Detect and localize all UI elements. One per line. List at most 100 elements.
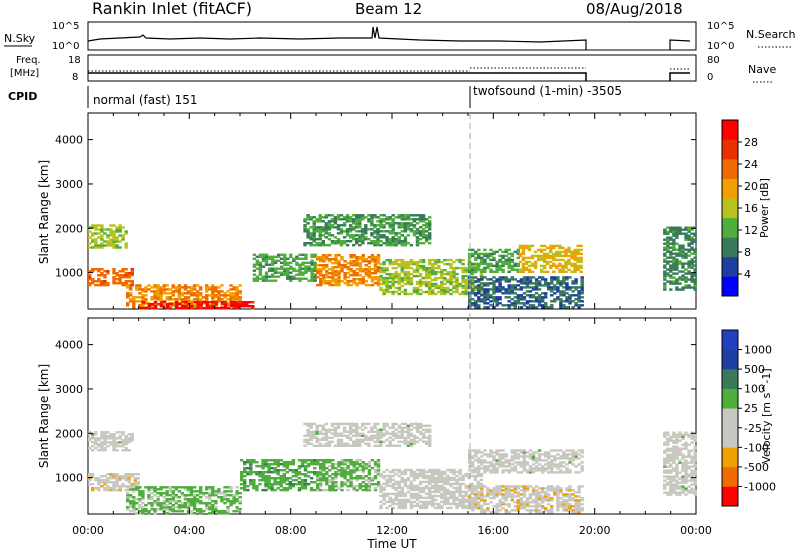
echo-cell — [328, 282, 332, 285]
echo-cell — [440, 474, 444, 478]
echo-cell — [424, 268, 429, 272]
echo-cell — [690, 272, 694, 275]
echo-cell — [336, 228, 341, 231]
echo-cell — [147, 510, 151, 513]
echo-cell — [406, 222, 411, 225]
echo-cell — [97, 280, 101, 283]
echo-cell — [159, 305, 164, 308]
echo-cell — [516, 495, 520, 498]
echo-cell — [355, 426, 359, 429]
echo-cell — [474, 270, 478, 273]
echo-cell — [684, 232, 688, 235]
echo-cell — [579, 264, 583, 268]
echo-cell — [303, 473, 308, 476]
echo-cell — [115, 431, 119, 434]
echo-cell — [559, 449, 563, 452]
echo-cell — [437, 270, 441, 274]
echo-cell — [121, 433, 125, 436]
echo-cell — [343, 463, 347, 466]
echo-cell — [403, 426, 408, 429]
echo-cell — [174, 496, 178, 499]
echo-cell — [178, 303, 182, 306]
echo-cell — [331, 477, 335, 480]
echo-cell — [223, 296, 227, 299]
echo-cell — [400, 500, 404, 504]
echo-cell — [223, 307, 228, 310]
echo-cell — [400, 490, 404, 494]
echo-cell — [522, 465, 527, 468]
echo-cell — [461, 496, 465, 500]
echo-cell — [470, 482, 474, 486]
echo-cell — [370, 220, 374, 223]
echo-cell — [352, 465, 356, 468]
echo-cell — [382, 276, 386, 280]
echo-cell — [528, 501, 533, 504]
echo-cell — [507, 493, 511, 496]
echo-cell — [663, 264, 667, 267]
echo-cell — [321, 220, 325, 223]
echo-cell — [440, 472, 444, 476]
echo-cell — [562, 465, 566, 468]
echo-cell — [135, 286, 139, 289]
echo-cell — [126, 506, 130, 509]
echo-cell — [516, 493, 520, 496]
echo-cell — [406, 272, 411, 276]
echo-cell — [531, 493, 536, 496]
echo-cell — [412, 496, 417, 500]
echo-cell — [97, 488, 101, 492]
echo-cell — [379, 230, 383, 233]
echo-cell — [470, 474, 474, 478]
echo-cell — [282, 487, 286, 490]
echo-cell — [553, 276, 557, 279]
echo-cell — [684, 252, 688, 255]
echo-cell — [109, 240, 113, 243]
echo-cell — [412, 472, 417, 476]
echo-cell — [480, 467, 484, 470]
echo-cell — [467, 504, 471, 508]
echo-cell — [477, 248, 481, 252]
echo-cell — [186, 296, 191, 299]
echo-cell — [127, 479, 131, 482]
echo-cell — [334, 467, 338, 470]
echo-cell — [669, 230, 673, 233]
echo-cell — [495, 453, 499, 456]
echo-cell — [346, 272, 350, 275]
echo-cell — [528, 465, 533, 468]
echo-cell — [130, 433, 134, 436]
echo-cell — [349, 485, 353, 488]
echo-cell — [294, 473, 299, 476]
echo-cell — [322, 488, 326, 492]
echo-cell — [492, 465, 496, 468]
echo-cell — [452, 490, 456, 494]
echo-cell — [324, 444, 328, 447]
echo-cell — [130, 437, 134, 440]
echo-cell — [106, 473, 110, 476]
echo-cell — [409, 500, 414, 504]
echo-cell — [346, 282, 350, 285]
echo-cell — [202, 307, 206, 310]
echo-cell — [309, 218, 313, 221]
echo-cell — [437, 490, 441, 494]
echo-cell — [492, 511, 496, 514]
echo-cell — [307, 267, 311, 270]
echo-cell — [550, 286, 554, 289]
echo-cell — [258, 255, 263, 258]
echo-cell — [565, 292, 569, 295]
echo-cell — [565, 471, 569, 474]
echo-cell — [458, 282, 462, 286]
echo-cell — [415, 440, 420, 443]
echo-cell — [492, 495, 496, 498]
echo-cell — [531, 463, 536, 466]
echo-cell — [273, 255, 278, 258]
echo-cell — [159, 504, 163, 507]
echo-cell — [428, 490, 432, 494]
echo-cell — [276, 465, 280, 468]
echo-cell — [477, 288, 481, 291]
echo-cell — [483, 260, 487, 264]
echo-cell — [379, 288, 383, 292]
echo-cell — [352, 282, 356, 285]
echo-cell — [473, 264, 477, 268]
echo-cell — [126, 492, 130, 495]
echo-cell — [292, 259, 296, 262]
echo-cell — [318, 226, 322, 229]
